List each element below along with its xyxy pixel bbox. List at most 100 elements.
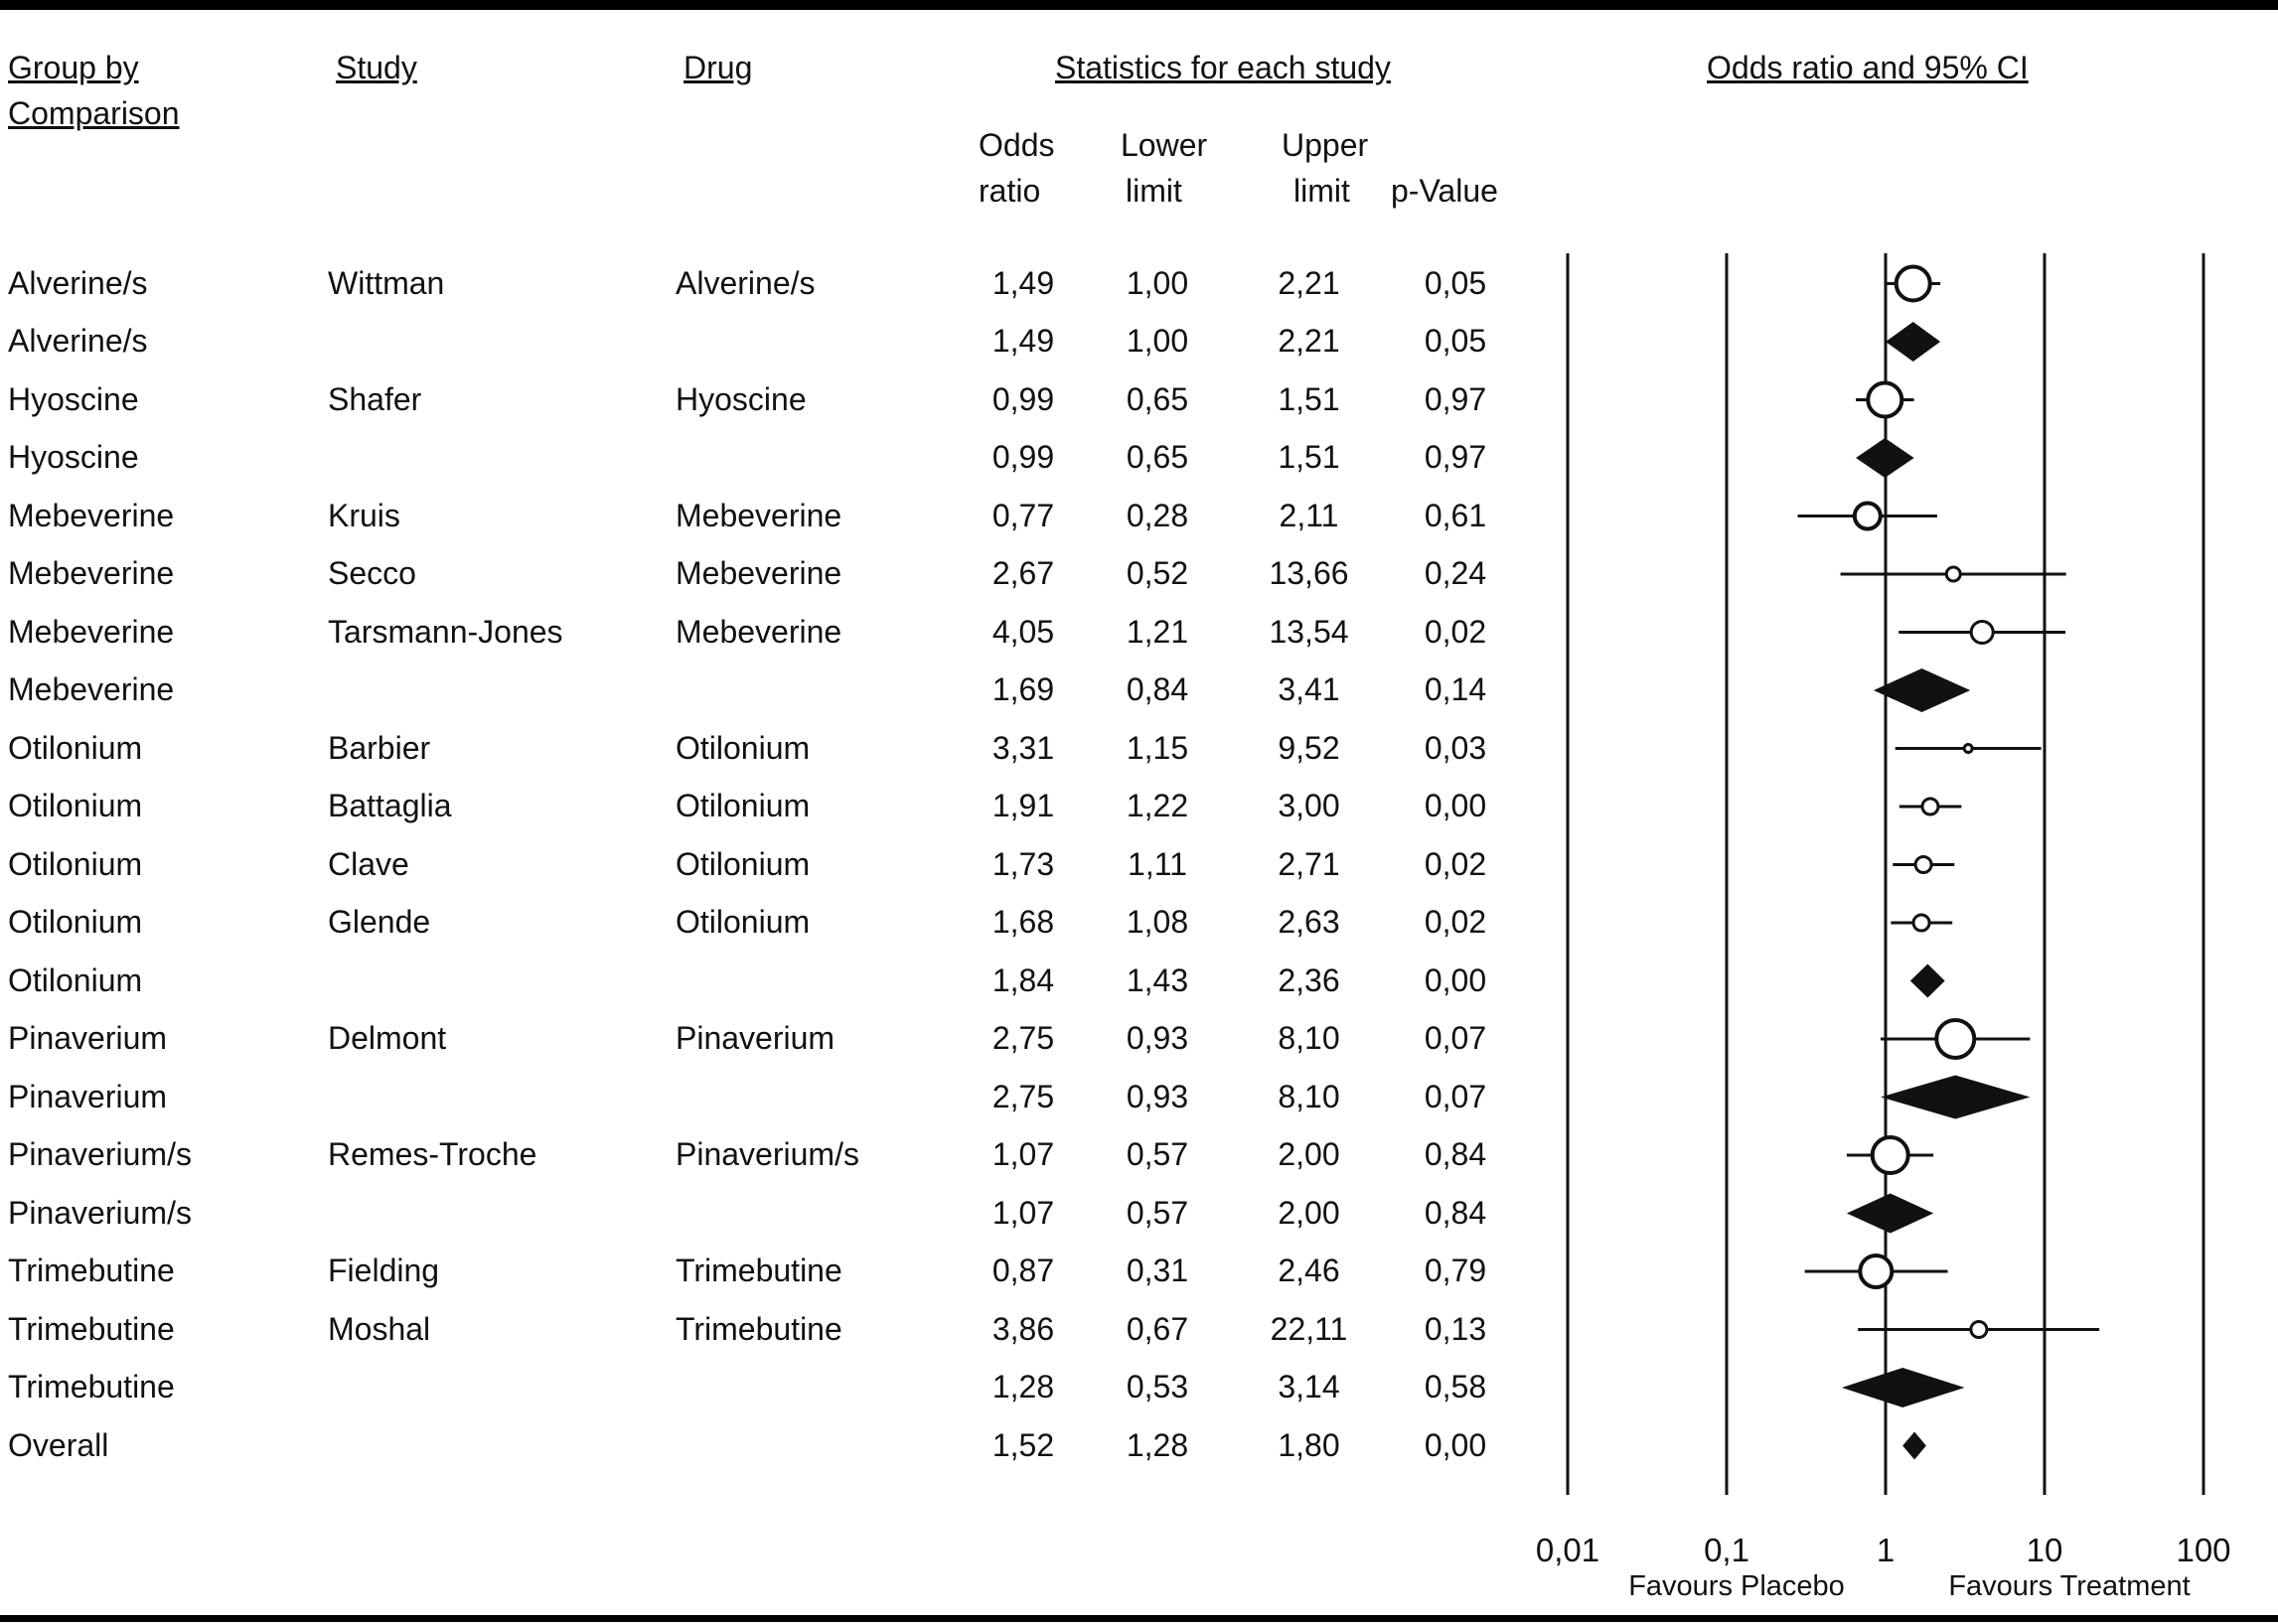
drug-cell: Otilonium [676, 845, 811, 882]
study-marker [1969, 620, 1995, 645]
odds-ratio-cell: 0,99 [991, 380, 1055, 417]
group-cell: Trimebutine [8, 1310, 175, 1347]
drug-cell: Otilonium [676, 788, 811, 824]
top-rule [0, 0, 2278, 10]
table-row: Alverine/s 1,49 1,00 2,21 0,05 [0, 313, 1525, 371]
p-value-cell: 0,00 [1424, 1426, 1487, 1463]
lower-limit-cell: 0,31 [1126, 1253, 1189, 1289]
upper-limit-cell: 2,00 [1278, 1194, 1340, 1231]
group-cell: Otilonium [8, 904, 143, 941]
upper-limit-cell: 2,63 [1278, 904, 1340, 941]
study-marker [1913, 855, 1933, 874]
p-value-cell: 0,05 [1424, 264, 1487, 301]
study-marker [1894, 264, 1932, 303]
bottom-rule [0, 1615, 2278, 1622]
p-value-cell: 0,24 [1424, 555, 1487, 592]
header-study: Study [336, 50, 417, 85]
study-marker [1944, 565, 1962, 583]
upper-limit-cell: 9,52 [1278, 729, 1340, 766]
upper-limit-cell: 2,46 [1278, 1253, 1340, 1289]
drug-cell: Mebeverine [676, 497, 842, 533]
subheader-lower-line1: Lower [1121, 127, 1208, 163]
study-marker [1866, 380, 1904, 419]
study-marker [1911, 913, 1931, 933]
upper-limit-cell: 1,51 [1278, 439, 1340, 476]
upper-limit-cell: 3,14 [1278, 1369, 1340, 1405]
group-cell: Overall [8, 1426, 109, 1463]
header-drug: Drug [683, 50, 753, 85]
lower-limit-cell: 1,22 [1126, 788, 1189, 824]
header-group-line2: Comparison [8, 95, 180, 131]
study-cell: Barbier [328, 729, 431, 766]
odds-ratio-cell: 0,99 [991, 439, 1055, 476]
table-row: Trimebutine 1,28 0,53 3,14 0,58 [0, 1359, 1525, 1417]
study-marker [1852, 501, 1883, 531]
table-row: Pinaverium/s Remes-Troche Pinaverium/s 1… [0, 1126, 1525, 1185]
group-cell: Alverine/s [8, 323, 148, 360]
table-row: Pinaverium/s 1,07 0,57 2,00 0,84 [0, 1184, 1525, 1243]
subheader-upper-line2: limit [1293, 173, 1350, 209]
group-cell: Mebeverine [8, 555, 175, 592]
lower-limit-cell: 1,00 [1126, 264, 1189, 301]
upper-limit-cell: 2,21 [1278, 264, 1340, 301]
p-value-cell: 0,07 [1424, 1078, 1487, 1114]
p-value-cell: 0,84 [1424, 1194, 1487, 1231]
lower-limit-cell: 1,43 [1126, 961, 1189, 998]
odds-ratio-cell: 1,07 [991, 1136, 1055, 1173]
summary-diamond [1880, 1075, 2031, 1119]
table-row: Otilonium Clave Otilonium 1,73 1,11 2,71… [0, 835, 1525, 894]
header-statistics: Statistics for each study [1055, 50, 1391, 85]
lower-limit-cell: 0,93 [1126, 1020, 1189, 1057]
study-cell: Kruis [328, 497, 400, 533]
upper-limit-cell: 8,10 [1278, 1020, 1340, 1057]
p-value-cell: 0,61 [1424, 497, 1487, 533]
table-row: Trimebutine Moshal Trimebutine 3,86 0,67… [0, 1300, 1525, 1359]
header-group-line1: Group by [8, 50, 139, 85]
odds-ratio-cell: 2,75 [991, 1078, 1055, 1114]
odds-ratio-cell: 1,07 [991, 1194, 1055, 1231]
odds-ratio-cell: 1,68 [991, 904, 1055, 941]
subheader-odds-line1: Odds [979, 127, 1055, 163]
study-cell: Battaglia [328, 788, 452, 824]
summary-diamond [1902, 1431, 1926, 1460]
p-value-cell: 0,02 [1424, 845, 1487, 882]
table-row: Mebeverine Secco Mebeverine 2,67 0,52 13… [0, 545, 1525, 604]
upper-limit-cell: 2,21 [1278, 323, 1340, 360]
upper-limit-cell: 2,36 [1278, 961, 1340, 998]
lower-limit-cell: 0,28 [1126, 497, 1189, 533]
axis-tick-label: 1 [1877, 1532, 1895, 1568]
odds-ratio-cell: 4,05 [991, 613, 1055, 650]
group-cell: Mebeverine [8, 613, 175, 650]
study-marker [1934, 1018, 1977, 1060]
forest-plot: 0,01 0,1 1 10 100 Favours Placebo Favours Trea… [1536, 253, 2231, 1602]
upper-limit-cell: 2,71 [1278, 845, 1340, 882]
drug-cell: Pinaverium/s [676, 1136, 859, 1173]
upper-limit-cell: 2,00 [1278, 1136, 1340, 1173]
axis-tick-label: 10 [2027, 1532, 2063, 1568]
odds-ratio-cell: 0,77 [991, 497, 1055, 533]
group-cell: Mebeverine [8, 671, 175, 708]
axis-tick-label: 100 [2176, 1532, 2230, 1568]
p-value-cell: 0,05 [1424, 323, 1487, 360]
table-row: Mebeverine 1,69 0,84 3,41 0,14 [0, 662, 1525, 720]
drug-cell: Alverine/s [676, 264, 816, 301]
study-cell: Tarsmann-Jones [328, 613, 563, 650]
rows: Alverine/s Wittman Alverine/s 1,49 1,00 … [0, 254, 1525, 1475]
study-marker [1870, 1135, 1910, 1175]
favours-treatment-label: Favours Treatment [1948, 1570, 2190, 1602]
upper-limit-cell: 1,80 [1278, 1426, 1340, 1463]
table-row: Otilonium 1,84 1,43 2,36 0,00 [0, 952, 1525, 1010]
summary-diamond [1841, 1368, 1965, 1407]
table-row: Mebeverine Kruis Mebeverine 0,77 0,28 2,… [0, 487, 1525, 545]
p-value-cell: 0,13 [1424, 1310, 1487, 1347]
summary-diamond [1909, 963, 1945, 998]
group-cell: Hyoscine [8, 439, 139, 476]
lower-limit-cell: 0,57 [1126, 1136, 1189, 1173]
drug-cell: Hyoscine [676, 380, 807, 417]
lower-limit-cell: 0,93 [1126, 1078, 1189, 1114]
group-cell: Pinaverium [8, 1020, 168, 1057]
table-row: Otilonium Battaglia Otilonium 1,91 1,22 … [0, 778, 1525, 836]
group-cell: Trimebutine [8, 1253, 175, 1289]
odds-ratio-cell: 1,69 [991, 671, 1055, 708]
p-value-cell: 0,02 [1424, 613, 1487, 650]
